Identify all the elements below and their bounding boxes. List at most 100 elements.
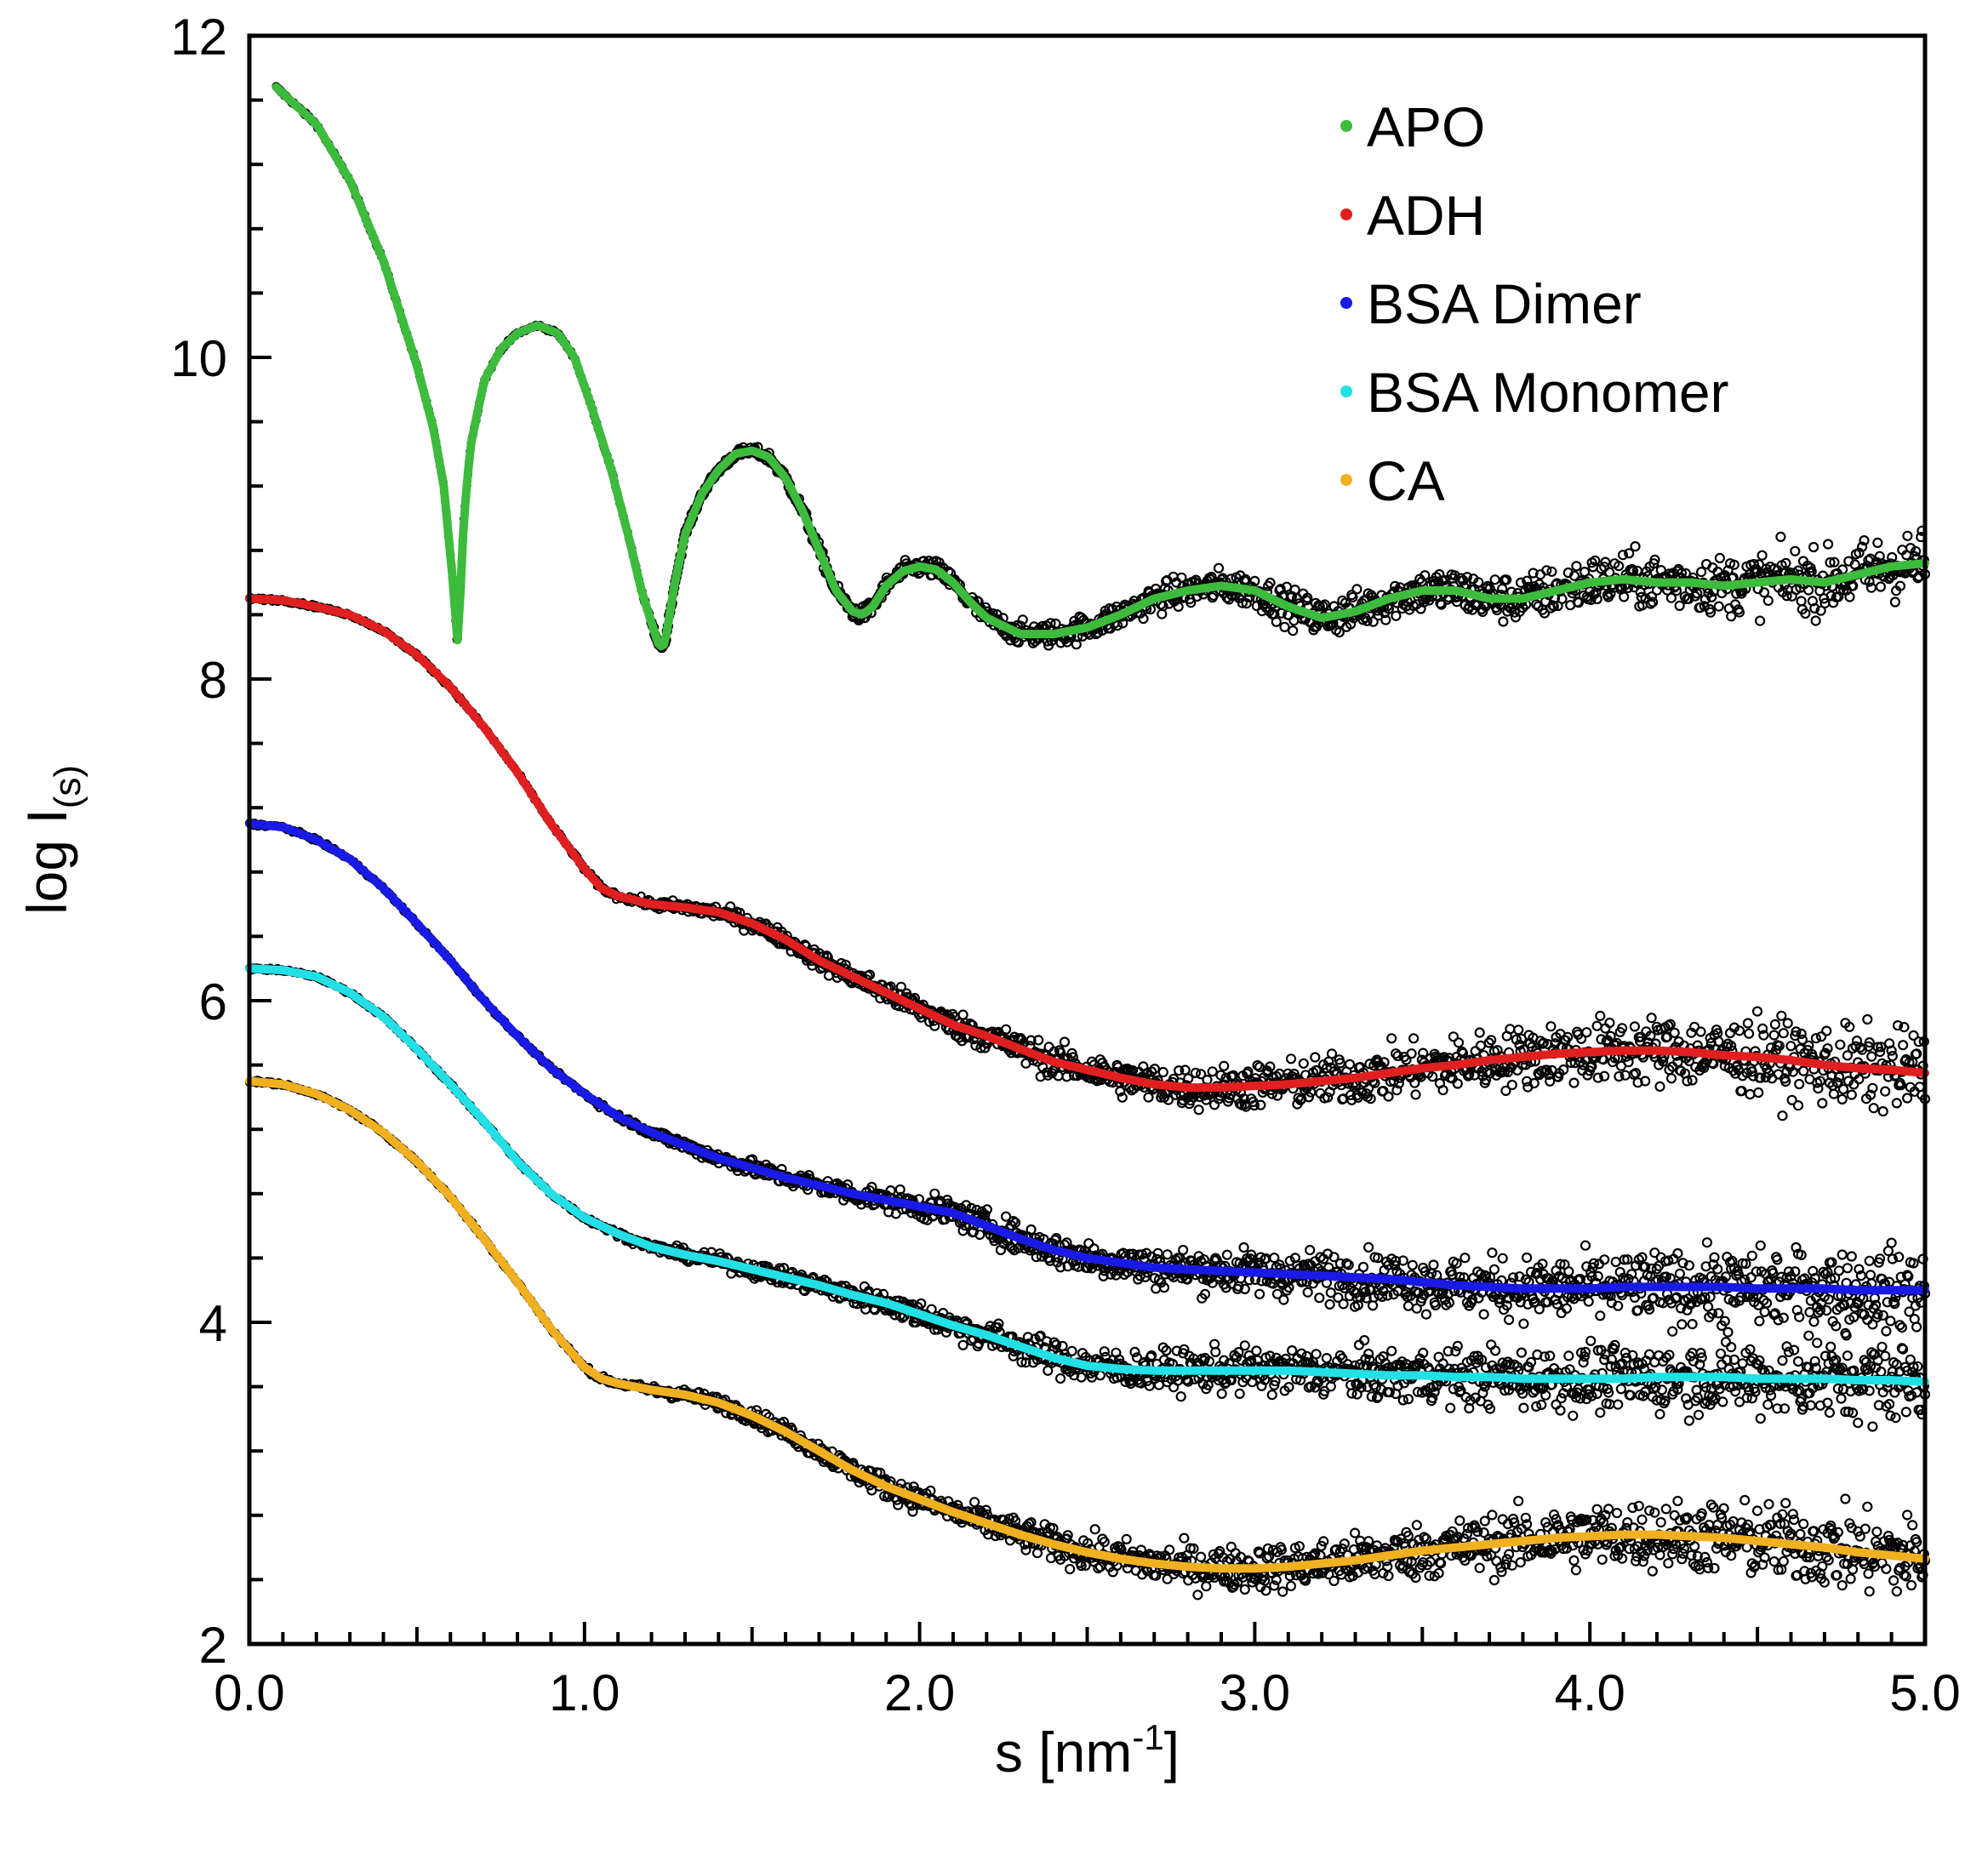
data-point xyxy=(1595,1010,1606,1022)
data-point xyxy=(1334,626,1345,638)
data-point xyxy=(1452,1078,1463,1089)
data-point xyxy=(1755,1240,1766,1251)
data-point xyxy=(1823,539,1834,550)
data-point xyxy=(1754,1316,1765,1327)
data-point xyxy=(1213,562,1225,574)
data-point xyxy=(1344,1059,1356,1070)
data-point xyxy=(1782,1018,1793,1029)
data-point xyxy=(1478,1309,1489,1320)
data-point xyxy=(1848,580,1859,591)
data-point xyxy=(1674,1268,1686,1280)
data-point xyxy=(1515,577,1527,588)
data-point xyxy=(1674,600,1685,612)
data-point xyxy=(1837,1083,1849,1095)
data-point xyxy=(1905,542,1917,554)
data-point xyxy=(1753,1087,1764,1099)
data-point xyxy=(1649,554,1660,566)
data-point xyxy=(1541,565,1552,576)
data-point xyxy=(1157,1066,1168,1078)
data-point xyxy=(1825,556,1836,568)
data-point xyxy=(1518,1318,1529,1329)
data-point xyxy=(1792,1100,1804,1111)
data-point xyxy=(1288,615,1300,626)
data-point xyxy=(1864,1255,1875,1266)
data-point xyxy=(1627,565,1639,577)
data-point xyxy=(1208,590,1220,601)
data-point xyxy=(1821,1025,1832,1036)
data-point xyxy=(1821,1304,1832,1316)
data-point xyxy=(1600,556,1611,568)
data-point xyxy=(1630,540,1641,552)
data-point xyxy=(1768,1030,1779,1041)
data-point xyxy=(1665,1073,1677,1084)
data-point xyxy=(1568,570,1580,581)
data-point xyxy=(1817,1098,1828,1109)
data-point xyxy=(1868,1103,1879,1114)
data-point xyxy=(1669,1027,1680,1038)
data-point xyxy=(1391,610,1402,621)
data-point xyxy=(1894,580,1905,591)
data-point xyxy=(1173,601,1184,613)
data-point xyxy=(1809,602,1820,614)
data-point xyxy=(1619,591,1630,602)
data-point xyxy=(1380,614,1391,625)
data-point xyxy=(1498,616,1509,627)
data-point xyxy=(1722,565,1734,576)
data-point xyxy=(1726,611,1737,622)
data-point xyxy=(1808,1316,1819,1327)
data-point xyxy=(1288,625,1299,636)
data-point xyxy=(1563,1266,1574,1277)
data-point xyxy=(1059,1036,1071,1047)
data-point xyxy=(1475,1040,1487,1052)
data-point xyxy=(1013,636,1025,648)
data-point xyxy=(1249,575,1260,587)
data-point xyxy=(1833,1265,1845,1276)
data-point xyxy=(1402,1300,1414,1311)
data-point xyxy=(1545,1021,1557,1032)
data-point xyxy=(1714,552,1726,564)
data-point xyxy=(1178,1244,1189,1256)
data-point xyxy=(1351,584,1362,595)
data-point xyxy=(1285,1053,1297,1064)
data-point xyxy=(1539,608,1551,619)
data-point xyxy=(1654,1081,1665,1093)
data-point xyxy=(1500,574,1512,585)
data-point xyxy=(1506,1079,1517,1091)
data-point xyxy=(1206,571,1217,583)
data-point xyxy=(1298,1058,1309,1069)
data-point xyxy=(1911,1321,1922,1333)
data-point xyxy=(1193,1104,1204,1116)
data-point xyxy=(1319,599,1330,610)
data-point xyxy=(1887,1050,1898,1062)
data-point xyxy=(1138,613,1149,625)
data-point xyxy=(1025,1224,1037,1236)
data-point xyxy=(1645,598,1656,609)
data-point xyxy=(1207,1066,1218,1077)
data-point xyxy=(1573,597,1585,608)
data-point xyxy=(1835,1039,1846,1050)
data-point xyxy=(1221,1249,1233,1260)
data-point xyxy=(1302,1287,1313,1298)
data-point xyxy=(1240,574,1251,585)
data-point xyxy=(1278,1294,1289,1305)
data-point xyxy=(1687,1318,1698,1330)
data-point xyxy=(1755,615,1766,626)
data-point xyxy=(1474,1027,1485,1038)
data-point xyxy=(1497,1253,1508,1264)
data-point xyxy=(1531,599,1542,610)
data-point xyxy=(1357,1261,1369,1273)
data-point xyxy=(1383,1091,1394,1102)
data-point xyxy=(1185,597,1197,608)
data-point xyxy=(1407,1259,1418,1270)
data-point xyxy=(1367,1300,1379,1311)
data-point xyxy=(1571,561,1582,572)
data-point xyxy=(1780,557,1791,568)
data-point xyxy=(1872,537,1883,549)
data-point xyxy=(1864,576,1875,587)
data-point xyxy=(1420,1309,1432,1320)
data-point xyxy=(1803,585,1814,596)
data-point xyxy=(1862,1013,1873,1025)
data-point xyxy=(1580,1240,1591,1251)
data-point xyxy=(1844,591,1855,602)
data-point xyxy=(1157,601,1168,612)
